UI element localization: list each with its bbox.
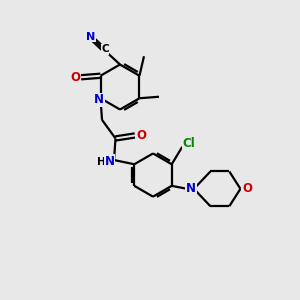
Text: N: N	[104, 155, 115, 168]
Text: H: H	[97, 157, 106, 166]
Text: O: O	[136, 129, 146, 142]
Text: N: N	[86, 32, 95, 42]
Text: O: O	[70, 71, 81, 84]
Text: O: O	[242, 182, 252, 195]
Text: C: C	[101, 44, 109, 55]
Text: N: N	[186, 182, 196, 195]
Text: Cl: Cl	[182, 137, 195, 150]
Text: N: N	[94, 93, 104, 106]
